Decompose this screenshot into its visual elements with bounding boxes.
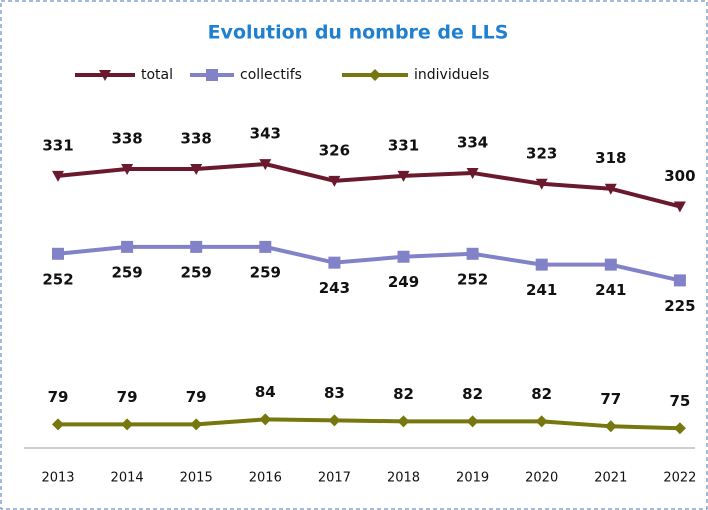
data-label: 252 (42, 270, 73, 288)
data-label: 79 (117, 388, 138, 406)
marker (121, 418, 134, 431)
x-tick-label: 2022 (663, 471, 696, 486)
marker (52, 247, 64, 260)
marker (604, 258, 617, 271)
marker (328, 256, 341, 269)
data-label: 79 (48, 388, 69, 406)
marker (535, 415, 548, 428)
data-label: 252 (457, 270, 488, 288)
data-label: 338 (111, 130, 142, 148)
marker (190, 164, 203, 176)
data-label: 84 (255, 383, 276, 401)
data-label: 79 (186, 388, 207, 406)
data-label: 82 (393, 385, 414, 403)
marker (99, 70, 111, 81)
x-tick-label: 2021 (594, 471, 627, 486)
data-label: 243 (319, 279, 350, 297)
marker (121, 164, 134, 176)
data-label: 259 (111, 263, 142, 281)
data-label: 77 (600, 390, 621, 408)
marker (121, 240, 134, 253)
marker (328, 414, 341, 427)
marker (397, 250, 410, 263)
series-line (57, 162, 681, 209)
data-label: 225 (664, 297, 695, 315)
marker (673, 422, 686, 435)
data-label: 82 (462, 385, 483, 403)
data-label: 259 (250, 263, 281, 281)
marker (52, 418, 64, 431)
x-tick-label: 2018 (387, 471, 420, 486)
x-tick-label: 2019 (456, 471, 489, 486)
data-label: 241 (526, 281, 557, 299)
legend-label: total (141, 67, 173, 83)
data-label: 83 (324, 384, 345, 402)
marker (190, 418, 203, 431)
marker (466, 415, 479, 428)
marker (466, 167, 479, 179)
data-label: 300 (664, 167, 695, 185)
data-label: 241 (595, 281, 626, 299)
marker (604, 183, 617, 195)
x-tick-label: 2017 (318, 471, 351, 486)
marker (466, 247, 479, 260)
marker (673, 201, 686, 213)
data-label: 75 (669, 392, 690, 410)
series-line (57, 244, 681, 283)
marker (535, 258, 548, 271)
marker (259, 159, 272, 171)
x-tick-label: 2020 (525, 471, 558, 486)
marker (397, 170, 410, 182)
legend-label: collectifs (240, 67, 302, 83)
marker (190, 240, 203, 253)
data-label: 331 (388, 136, 419, 154)
marker (604, 420, 617, 433)
marker (369, 69, 381, 81)
data-label: 338 (181, 130, 212, 148)
marker (673, 274, 686, 287)
data-label: 334 (457, 133, 488, 151)
marker (52, 170, 64, 182)
marker (328, 175, 341, 187)
series-line (58, 417, 680, 431)
marker (259, 413, 272, 426)
x-tick-label: 2015 (180, 471, 213, 486)
data-label: 318 (595, 149, 626, 167)
data-label: 249 (388, 273, 419, 291)
x-tick-label: 2014 (111, 471, 144, 486)
marker (535, 178, 548, 190)
marker (397, 415, 410, 428)
data-label: 343 (250, 125, 281, 143)
marker (206, 69, 218, 81)
chart-title: Evolution du nombre de LLS (208, 22, 509, 44)
data-label: 82 (531, 385, 552, 403)
x-tick-label: 2016 (249, 471, 282, 486)
data-label: 326 (319, 141, 350, 159)
data-label: 331 (42, 136, 73, 154)
legend-label: individuels (414, 67, 489, 83)
x-tick-label: 2013 (41, 471, 74, 486)
marker (259, 240, 272, 253)
data-label: 323 (526, 144, 557, 162)
data-label: 259 (181, 263, 212, 281)
